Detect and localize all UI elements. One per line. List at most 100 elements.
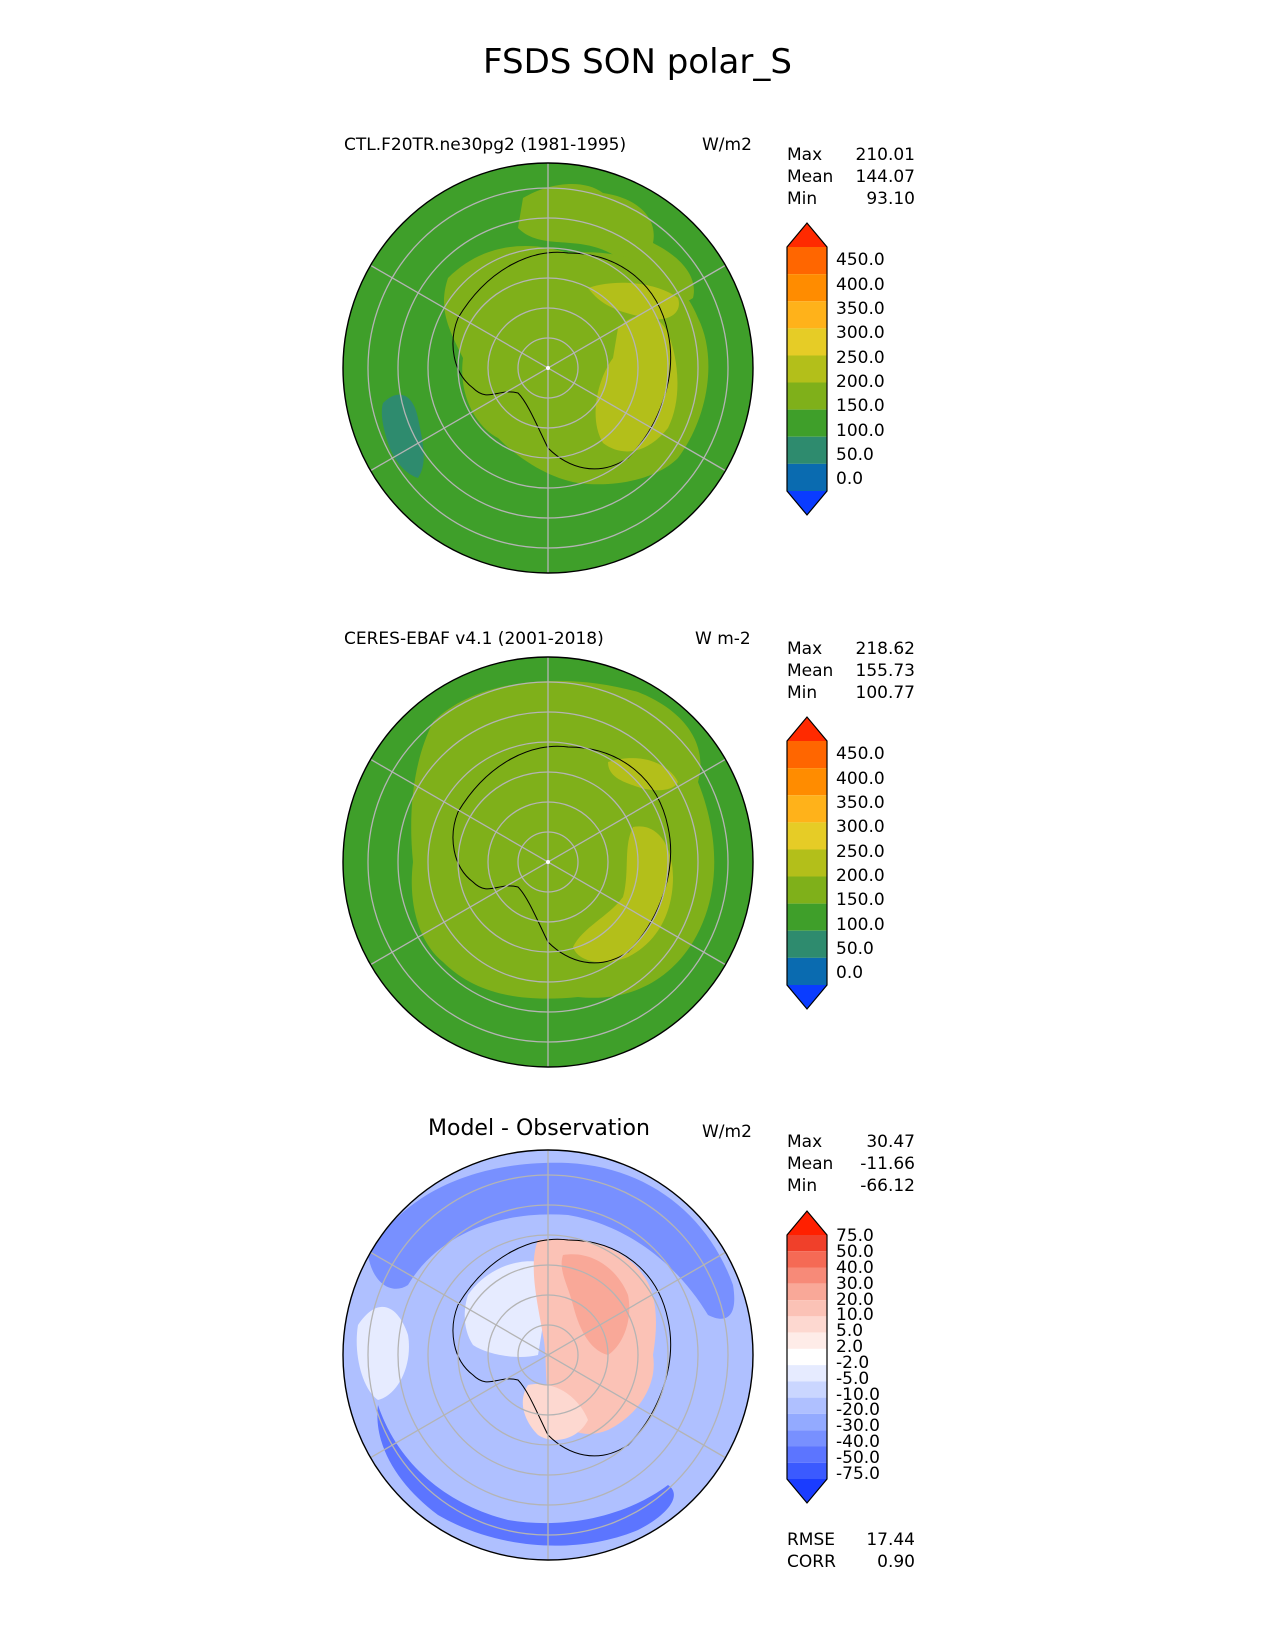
colorbar-segment <box>787 463 827 491</box>
colorbar-segment <box>787 1381 827 1398</box>
panel-2-stat-value-max: 218.62 <box>855 639 915 659</box>
colorbar-segment <box>787 795 827 823</box>
panel-3-colorbar-tick: -40.0 <box>836 1432 880 1452</box>
panel-1-title: CTL.F20TR.ne30pg2 (1981-1995) <box>344 135 627 155</box>
field-northeast-high <box>608 758 678 791</box>
panel-3-stat-value-max: 30.47 <box>866 1132 915 1152</box>
colorbar-segment <box>787 876 827 904</box>
colorbar-segment <box>787 1251 827 1268</box>
panel-3-metric-value-corr: 0.90 <box>877 1552 915 1572</box>
colorbar-segment <box>787 903 827 931</box>
colorbar-segment <box>787 409 827 437</box>
colorbar-segment <box>787 382 827 410</box>
panel-3-stat-value-mean: -11.66 <box>860 1154 915 1174</box>
panel-3-stat-label-mean: Mean <box>787 1154 834 1174</box>
panel-2-colorbar-tick: 350.0 <box>836 793 885 813</box>
colorbar-segment <box>787 491 827 515</box>
panel-2-colorbar-tick: 0.0 <box>836 963 864 983</box>
panel-1-colorbar <box>786 222 828 516</box>
colorbar-segment <box>787 717 827 741</box>
south-pole-marker <box>546 366 550 370</box>
panel-1-stat-label-max: Max <box>787 145 823 165</box>
colorbar-segment <box>787 1446 827 1463</box>
colorbar-segment <box>787 741 827 769</box>
south-pole-marker <box>546 860 550 864</box>
panel-2-colorbar-tick: 450.0 <box>836 744 885 764</box>
graticule <box>367 1150 729 1560</box>
colorbar-segment <box>787 930 827 958</box>
panel-3-colorbar <box>786 1210 828 1504</box>
panel-2-stat-value-min: 100.77 <box>855 683 915 703</box>
panel-2-colorbar-tick: 300.0 <box>836 817 885 837</box>
panel-2-stat-value-mean: 155.73 <box>855 661 915 681</box>
panel-3-title: Model - Observation <box>428 1116 650 1141</box>
colorbar-segment <box>787 1348 827 1366</box>
panel-1-stat-value-mean: 144.07 <box>855 167 915 187</box>
panel-3-metric-label-corr: CORR <box>787 1552 836 1572</box>
map-boundary <box>342 656 754 1068</box>
colorbar-segment <box>787 436 827 464</box>
panel-2-colorbar-tick: 100.0 <box>836 915 885 935</box>
panel-1-colorbar-tick: 50.0 <box>836 445 874 465</box>
colorbar-segment <box>787 822 827 850</box>
colorbar-outline <box>786 716 828 1010</box>
diff-field-positive-core <box>561 1254 630 1355</box>
colorbar-segment <box>787 1397 827 1414</box>
panel-1-stat-value-min: 93.10 <box>866 189 915 209</box>
panel-2-title: CERES-EBAF v4.1 (2001-2018) <box>344 629 604 649</box>
colorbar-segment <box>787 849 827 877</box>
colorbar-segment <box>787 1413 827 1431</box>
colorbar-segment <box>787 1332 827 1349</box>
panel-3-colorbar-tick: -2.0 <box>836 1353 870 1373</box>
map-boundary <box>342 1149 754 1561</box>
panel-1-colorbar-tick: 0.0 <box>836 469 864 489</box>
panel-2-stat-label-min: Min <box>787 683 818 703</box>
colorbar-segment <box>787 223 827 247</box>
colorbar-segment <box>787 247 827 275</box>
diff-field-south-band <box>377 1405 674 1546</box>
panel-1-colorbar-tick: 200.0 <box>836 372 885 392</box>
panel-3-colorbar-tick: -5.0 <box>836 1369 870 1389</box>
colorbar-segment <box>787 1462 827 1479</box>
colorbar-segment <box>787 1365 827 1382</box>
panel-3-colorbar-tick: 5.0 <box>836 1321 864 1341</box>
panel-3-map <box>342 1149 754 1561</box>
panel-3-colorbar-tick: -30.0 <box>836 1416 880 1436</box>
panel-3-colorbar-tick: 75.0 <box>836 1226 874 1246</box>
panel-3-metric-value-rmse: 17.44 <box>866 1530 915 1550</box>
panel-2-colorbar <box>786 716 828 1010</box>
panel-1-colorbar-tick: 150.0 <box>836 396 885 416</box>
colorbar-segment <box>787 1267 827 1284</box>
panel-3-colorbar-tick: -50.0 <box>836 1448 880 1468</box>
field-northeast-high <box>588 282 679 320</box>
panel-1-colorbar-tick: 250.0 <box>836 348 885 368</box>
panel-3-colorbar-tick: 2.0 <box>836 1337 864 1357</box>
colorbar-segment <box>787 274 827 302</box>
panel-1-stat-label-mean: Mean <box>787 167 834 187</box>
colorbar-segment <box>787 1235 827 1252</box>
panel-3-colorbar-tick: -10.0 <box>836 1385 880 1405</box>
panel-3-stat-label-min: Min <box>787 1176 818 1196</box>
panel-3-stat-value-min: -66.12 <box>860 1176 915 1196</box>
colorbar-segment <box>787 1300 827 1317</box>
panel-2-colorbar-tick: 250.0 <box>836 842 885 862</box>
panel-1-colorbar-tick: 350.0 <box>836 299 885 319</box>
panel-2-colorbar-tick: 150.0 <box>836 890 885 910</box>
figure-title: FSDS SON polar_S <box>483 42 792 82</box>
panel-2-colorbar-tick: 400.0 <box>836 769 885 789</box>
colorbar-outline <box>786 222 828 516</box>
panel-1-stat-value-max: 210.01 <box>855 145 915 165</box>
panel-2-colorbar-tick: 200.0 <box>836 866 885 886</box>
panel-1-colorbar-tick: 400.0 <box>836 275 885 295</box>
panel-2-units: W m-2 <box>695 629 751 649</box>
map-boundary <box>342 162 754 574</box>
colorbar-segment <box>787 768 827 796</box>
panel-1-stat-label-min: Min <box>787 189 818 209</box>
panel-3-units: W/m2 <box>702 1122 752 1142</box>
colorbar-segment <box>787 1479 827 1503</box>
colorbar-segment <box>787 301 827 329</box>
panel-1-colorbar-tick: 450.0 <box>836 250 885 270</box>
field-teal-patch <box>381 394 424 478</box>
colorbar-segment <box>787 328 827 356</box>
panel-3-colorbar-tick: 50.0 <box>836 1242 874 1262</box>
